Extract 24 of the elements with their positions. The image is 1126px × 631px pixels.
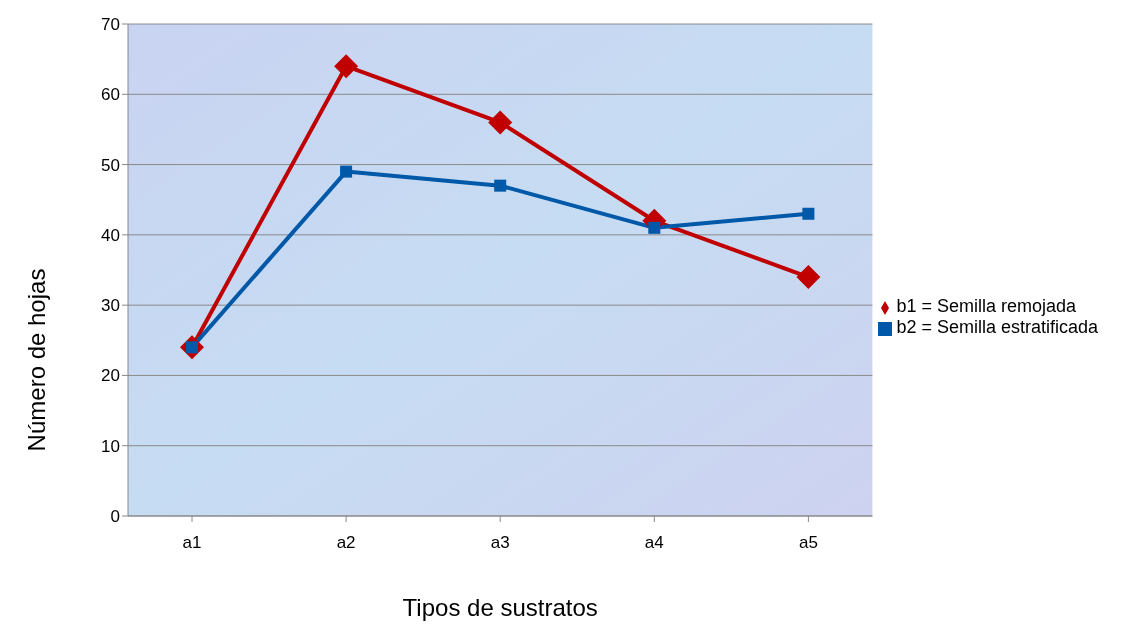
y-tick-label: 50 [101,155,120,175]
point [494,179,507,192]
x-axis-title: Tipos de sustratos [402,594,598,621]
y-tick-label: 40 [101,225,120,245]
y-tick-label: 60 [101,85,120,105]
point [796,265,821,290]
point [334,54,359,79]
x-tick-label: a4 [644,533,664,553]
x-tick-label: a3 [490,533,510,553]
point [648,221,661,234]
legend-label: b1 = Semilla remojada [896,296,1076,316]
y-tick-label: 0 [110,507,120,527]
y-axis-title: Número de hojas [22,268,50,452]
y-tick-label: 10 [101,436,120,456]
y-tick-label: 70 [101,15,120,35]
x-tick-label: a2 [336,533,356,553]
x-tick-label: a1 [182,533,202,553]
point [340,165,353,178]
point [802,207,815,220]
legend-label: b2 = Semilla estratificada [896,317,1098,337]
y-tick-label: 30 [101,296,120,316]
x-tick-label: a5 [798,533,818,553]
y-tick-label: 20 [101,366,120,386]
point [488,110,513,135]
